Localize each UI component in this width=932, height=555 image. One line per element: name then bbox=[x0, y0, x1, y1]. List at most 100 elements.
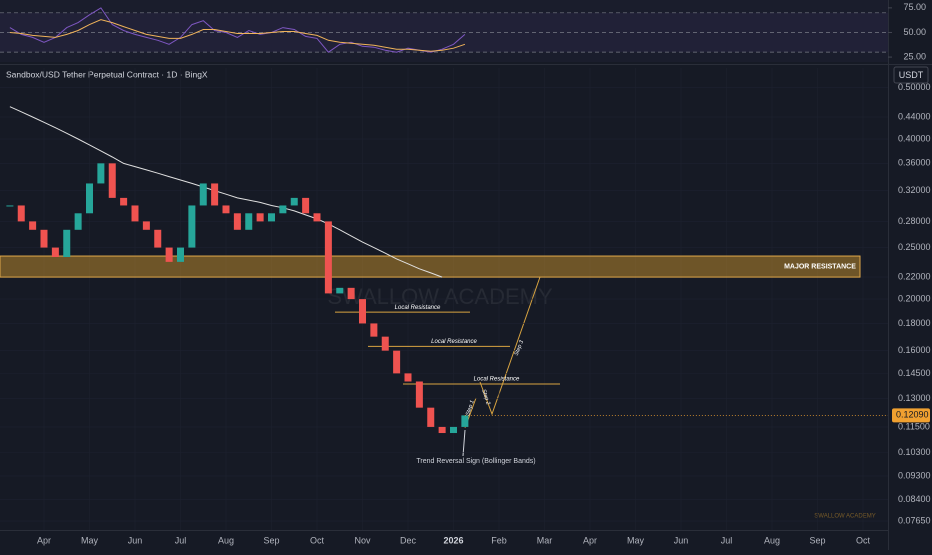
annotation-arrow bbox=[462, 429, 466, 457]
resistance-zone bbox=[0, 255, 861, 278]
candle bbox=[40, 229, 48, 248]
rsi-panel bbox=[0, 0, 888, 62]
candle bbox=[108, 163, 116, 198]
x-tick-label: May bbox=[627, 535, 645, 545]
x-tick-label: May bbox=[81, 535, 99, 545]
x-tick-label: Mar bbox=[537, 535, 553, 545]
candle bbox=[313, 213, 321, 222]
candle bbox=[97, 163, 105, 184]
y-tick-label: 0.10300 bbox=[898, 447, 931, 457]
candle bbox=[302, 197, 310, 214]
step-label: Step 2 bbox=[480, 389, 491, 406]
candle bbox=[51, 247, 59, 258]
candle bbox=[256, 213, 264, 222]
candle bbox=[370, 323, 378, 337]
candle bbox=[279, 205, 287, 214]
annotation: Trend Reversal Sign (Bollinger Bands) bbox=[416, 458, 535, 465]
candle bbox=[131, 205, 139, 222]
candle bbox=[142, 221, 150, 230]
candle bbox=[336, 287, 344, 294]
candle bbox=[154, 229, 162, 248]
candle bbox=[427, 407, 435, 427]
x-tick-label: Nov bbox=[354, 535, 371, 545]
brand: SWALLOW ACADEMY bbox=[814, 514, 875, 520]
y-tick-label: 0.22000 bbox=[898, 271, 931, 281]
y-tick-label: 75.00 bbox=[903, 2, 926, 12]
candle bbox=[86, 183, 93, 214]
candle bbox=[393, 350, 401, 374]
candle bbox=[438, 426, 446, 434]
candle bbox=[74, 213, 82, 230]
y-tick-label: 0.14500 bbox=[898, 368, 931, 378]
candle bbox=[188, 205, 196, 248]
candle bbox=[199, 183, 207, 206]
candle bbox=[222, 205, 230, 214]
moving-average bbox=[9, 106, 443, 278]
last-price-box bbox=[892, 408, 930, 423]
candle bbox=[233, 213, 241, 230]
candle bbox=[290, 197, 298, 206]
x-tick-label: Sep bbox=[809, 535, 825, 545]
candle bbox=[404, 373, 412, 382]
resistance-label: Local Resistance bbox=[431, 339, 477, 345]
y-tick-label: 0.44000 bbox=[898, 111, 931, 121]
x-tick-label: Dec bbox=[400, 535, 417, 545]
step-label: Step 1 bbox=[465, 400, 476, 417]
y-tick-label: 0.50000 bbox=[898, 82, 931, 92]
step-label: Step 3 bbox=[514, 339, 526, 357]
resistance-label: Local Resistance bbox=[474, 377, 520, 383]
y-tick-label: 0.16000 bbox=[898, 345, 931, 355]
zone-label: MAJOR RESISTANCE bbox=[784, 263, 856, 270]
x-tick-label: Jun bbox=[674, 535, 689, 545]
x-tick-label: Feb bbox=[491, 535, 507, 545]
y-tick-label: 0.13000 bbox=[898, 393, 931, 403]
rsi-line bbox=[9, 7, 466, 53]
projection-path bbox=[479, 276, 541, 416]
candle bbox=[63, 229, 71, 258]
candle bbox=[211, 183, 219, 206]
candle bbox=[245, 213, 253, 230]
y-tick-label: 0.20000 bbox=[898, 293, 931, 303]
candle bbox=[381, 336, 389, 351]
candle bbox=[120, 197, 128, 206]
y-tick-label: 0.32000 bbox=[898, 185, 931, 195]
candle bbox=[324, 221, 332, 294]
y-tick-label: 0.09300 bbox=[898, 470, 931, 480]
currency[interactable]: USDT bbox=[899, 70, 924, 80]
candle bbox=[461, 415, 469, 427]
candle bbox=[415, 381, 423, 408]
chart-title: Sandbox/USD Tether Perpetual Contract · … bbox=[6, 69, 208, 79]
resistance-label: Local Resistance bbox=[395, 305, 441, 311]
x-tick-label: Oct bbox=[310, 535, 325, 545]
candle bbox=[29, 221, 37, 230]
candle bbox=[177, 247, 184, 262]
y-tick-label: 0.07650 bbox=[898, 515, 931, 525]
currency-box[interactable] bbox=[893, 66, 929, 84]
candle bbox=[268, 213, 275, 222]
y-tick-label: 0.36000 bbox=[898, 158, 931, 168]
candle bbox=[450, 426, 457, 434]
x-tick-label: Apr bbox=[37, 535, 51, 545]
x-tick-label: Jun bbox=[128, 535, 143, 545]
x-tick-label: Oct bbox=[856, 535, 871, 545]
candle bbox=[359, 299, 366, 324]
x-tick-label: Apr bbox=[583, 535, 597, 545]
x-tick-label: 2026 bbox=[443, 535, 463, 545]
candle bbox=[17, 205, 25, 222]
y-tick-label: 0.28000 bbox=[898, 216, 931, 226]
rsi-line bbox=[9, 19, 466, 52]
y-tick-label: 0.08400 bbox=[898, 494, 931, 504]
candle bbox=[347, 287, 355, 300]
y-tick-label: 0.18000 bbox=[898, 318, 931, 328]
x-tick-label: Sep bbox=[263, 535, 279, 545]
x-tick-label: Aug bbox=[764, 535, 780, 545]
y-tick-label: 0.11500 bbox=[898, 421, 930, 431]
candle bbox=[6, 205, 14, 207]
candle bbox=[165, 247, 173, 262]
x-tick-label: Aug bbox=[218, 535, 234, 545]
x-tick-label: Jul bbox=[721, 535, 733, 545]
y-tick-label: 0.25000 bbox=[898, 242, 931, 252]
x-tick-label: Jul bbox=[175, 535, 187, 545]
